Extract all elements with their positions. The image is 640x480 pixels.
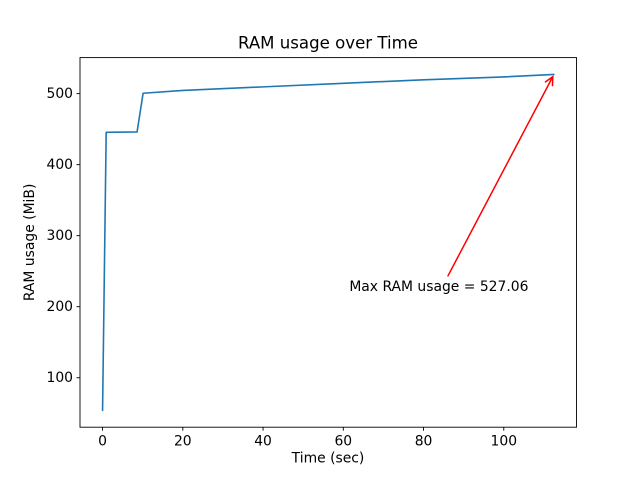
y-tick-label: 500	[46, 86, 73, 102]
x-axis-ticks: 0 20 40 60 80 100	[98, 427, 518, 450]
annotation-label: Max RAM usage = 527.06	[349, 279, 528, 295]
y-tick-label: 200	[46, 299, 73, 315]
y-axis-ticks: 100 200 300 400 500	[46, 86, 80, 386]
x-tick-label: 0	[98, 434, 107, 450]
x-tick-label: 80	[415, 434, 433, 450]
x-tick-label: 100	[491, 434, 518, 450]
y-tick-label: 300	[46, 228, 73, 244]
annotation-arrow	[447, 75, 554, 277]
y-tick-label: 100	[46, 370, 73, 386]
max-ram-annotation: Max RAM usage = 527.06	[349, 75, 554, 295]
ram-usage-line-series	[101, 73, 555, 412]
y-axis-label: RAM usage (MiB)	[22, 184, 38, 302]
chart-title: RAM usage over Time	[238, 34, 418, 53]
y-tick-label: 400	[46, 157, 73, 173]
x-tick-label: 20	[174, 434, 192, 450]
x-tick-label: 60	[334, 434, 352, 450]
x-tick-label: 40	[254, 434, 272, 450]
x-axis-label: Time (sec)	[291, 451, 365, 467]
axes-spines	[79, 57, 577, 428]
